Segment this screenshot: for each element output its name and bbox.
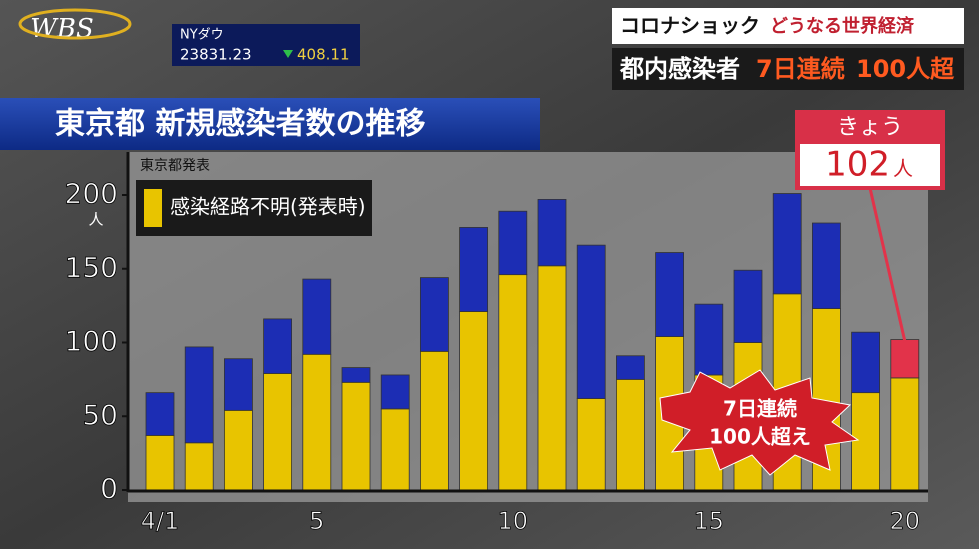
banner-text: コロナショック: [620, 14, 760, 38]
banner-top: [612, 8, 964, 44]
y-tick-label: 0: [100, 472, 118, 505]
bar-segment: [302, 353, 332, 491]
banner-text: どうなる世界経済: [770, 15, 915, 37]
bar-segment: [145, 392, 175, 436]
callout-value: 102: [825, 145, 890, 185]
bar-segment: [341, 367, 371, 383]
bar-segment: [576, 398, 606, 491]
bar-segment: [380, 408, 410, 491]
bar-segment: [145, 435, 175, 491]
title-band: [0, 98, 540, 150]
bar-segment: [733, 269, 763, 343]
x-tick-label: 15: [694, 507, 725, 535]
annotation: 100人超え: [709, 425, 811, 449]
source: 東京都発表: [140, 158, 210, 174]
ticker-box: [172, 24, 360, 66]
annotation: 7日連続: [723, 397, 797, 421]
bar-segment: [263, 373, 293, 491]
starburst: [659, 369, 860, 476]
bar-segment: [537, 199, 567, 267]
legend-label: 感染経路不明(発表時): [170, 195, 366, 219]
bar-segment: [890, 339, 920, 379]
bar-segment: [184, 442, 214, 491]
bar-segment: [341, 381, 371, 491]
bar-segment: [223, 358, 253, 411]
logo-ring: [18, 8, 132, 40]
x-tick-label: 20: [890, 507, 921, 535]
bar-segment: [184, 346, 214, 444]
bar-segment: [498, 274, 528, 491]
banner-text: 100人超: [856, 55, 955, 83]
bar-segment: [616, 355, 645, 380]
bar-segment: [263, 318, 293, 374]
x-tick-label: 4/1: [141, 507, 180, 535]
bar-segment: [812, 222, 841, 309]
bar-segment: [851, 331, 880, 394]
bar-segment: [890, 377, 920, 491]
legend-swatch: [144, 189, 162, 227]
chart-title: 東京都 新規感染者数の推移: [55, 107, 425, 142]
y-tick-label: 150: [65, 251, 118, 284]
callout-inner: [800, 144, 940, 186]
bar-segment: [459, 311, 489, 491]
bar-segment: [616, 378, 645, 491]
logo: WBS: [30, 14, 94, 44]
bar-segment: [380, 374, 410, 410]
banner-text: 都内感染者: [619, 55, 740, 83]
banner-text: 7日連続: [756, 55, 845, 83]
y-tick-label: 100: [65, 325, 118, 358]
bar-segment: [576, 244, 606, 399]
bar-segment: [851, 392, 880, 491]
bar-segment: [694, 303, 724, 376]
callout-unit: 人: [893, 157, 913, 181]
bar-segment: [498, 210, 528, 276]
ticker-value: 23831.23: [180, 46, 252, 64]
bar-segment: [655, 252, 684, 337]
callout-line: [868, 187, 907, 343]
x-tick-label: 10: [498, 507, 529, 535]
bar-segment: [419, 350, 449, 491]
bar-segment: [459, 227, 489, 312]
banner-bottom: [612, 48, 964, 90]
y-tick-label: 50: [82, 398, 118, 431]
y-tick-label: 200: [65, 177, 118, 210]
ticker-label: NYダウ: [180, 28, 224, 43]
ticker-change: 408.11: [297, 46, 350, 64]
bar-segment: [302, 278, 332, 355]
callout-label: きょう: [837, 115, 903, 140]
x-tick-label: 5: [309, 507, 324, 535]
bar-segment: [537, 265, 567, 491]
bar-segment: [223, 409, 253, 491]
bar-segment: [419, 277, 449, 352]
legend: [136, 180, 372, 236]
y-unit: 人: [88, 211, 103, 229]
down-arrow: [283, 50, 293, 58]
bar-segment: [772, 193, 802, 295]
